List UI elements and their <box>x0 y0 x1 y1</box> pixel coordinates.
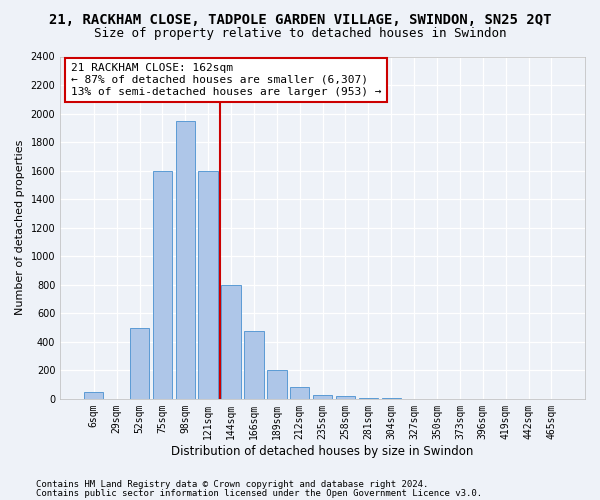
Bar <box>382 398 401 399</box>
Bar <box>221 284 241 399</box>
Bar <box>290 388 310 399</box>
X-axis label: Distribution of detached houses by size in Swindon: Distribution of detached houses by size … <box>172 444 474 458</box>
Bar <box>130 328 149 399</box>
Bar <box>152 170 172 399</box>
Text: 21 RACKHAM CLOSE: 162sqm
← 87% of detached houses are smaller (6,307)
13% of sem: 21 RACKHAM CLOSE: 162sqm ← 87% of detach… <box>71 64 381 96</box>
Y-axis label: Number of detached properties: Number of detached properties <box>15 140 25 316</box>
Bar <box>199 170 218 399</box>
Bar <box>84 392 103 399</box>
Text: 21, RACKHAM CLOSE, TADPOLE GARDEN VILLAGE, SWINDON, SN25 2QT: 21, RACKHAM CLOSE, TADPOLE GARDEN VILLAG… <box>49 12 551 26</box>
Bar <box>313 394 332 399</box>
Bar <box>336 396 355 399</box>
Bar <box>244 331 263 399</box>
Bar <box>267 370 287 399</box>
Text: Size of property relative to detached houses in Swindon: Size of property relative to detached ho… <box>94 28 506 40</box>
Bar <box>176 120 195 399</box>
Text: Contains HM Land Registry data © Crown copyright and database right 2024.: Contains HM Land Registry data © Crown c… <box>36 480 428 489</box>
Text: Contains public sector information licensed under the Open Government Licence v3: Contains public sector information licen… <box>36 489 482 498</box>
Bar <box>359 398 378 399</box>
